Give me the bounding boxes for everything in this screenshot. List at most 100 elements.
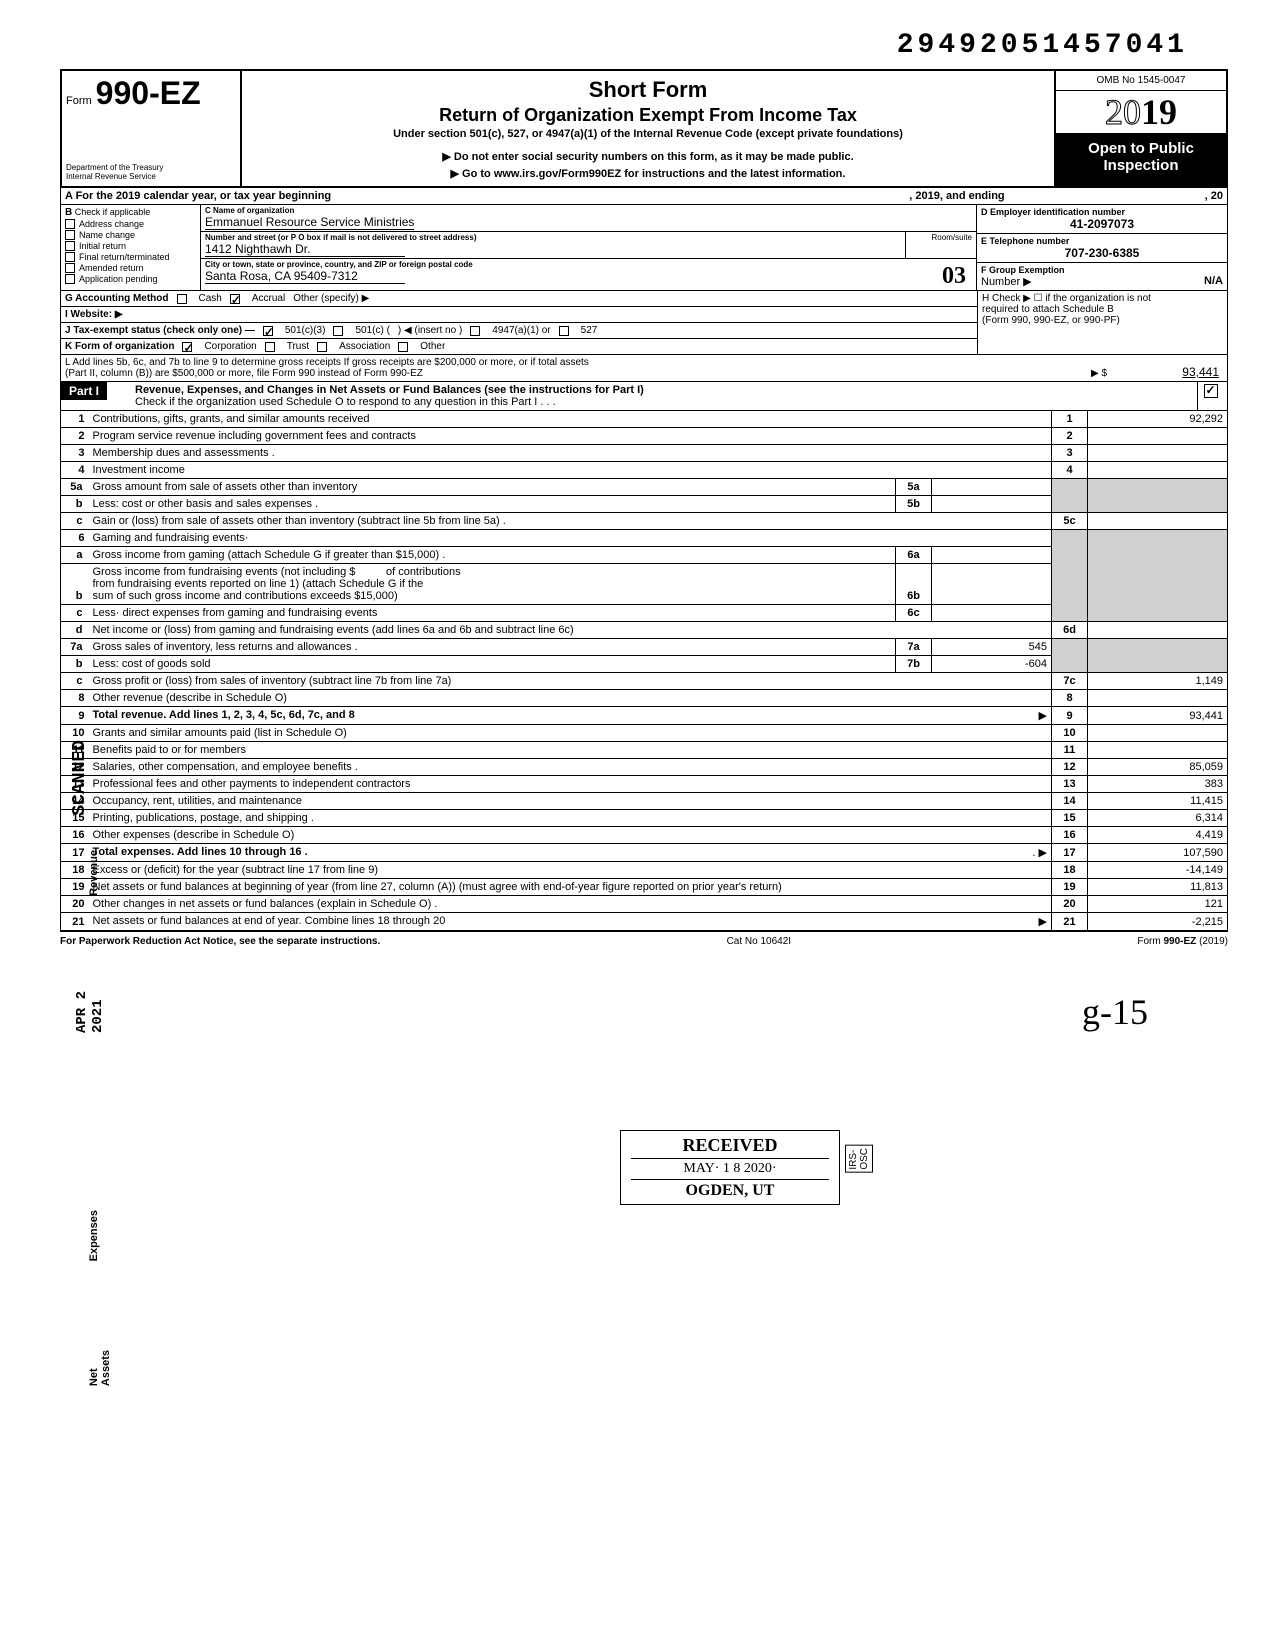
line9-desc: Total revenue. Add lines 1, 2, 3, 4, 5c,…: [93, 709, 355, 721]
cb-4947[interactable]: [470, 326, 480, 336]
line5a-desc: Gross amount from sale of assets other t…: [93, 481, 358, 493]
line21-desc: Net assets or fund balances at end of ye…: [93, 915, 446, 927]
lbl-other-method: Other (specify) ▶: [293, 293, 369, 304]
table-row: 11Benefits paid to or for members11: [61, 742, 1228, 759]
line20-desc: Other changes in net assets or fund bala…: [93, 898, 438, 910]
line6d-desc: Net income or (loss) from gaming and fun…: [93, 624, 574, 636]
line14-desc: Occupancy, rent, utilities, and maintena…: [93, 795, 303, 807]
form-title: Short Form: [254, 77, 1042, 103]
line19-amt: 11,813: [1088, 879, 1228, 896]
dln: 29492051457041: [60, 30, 1228, 61]
cb-initial-return[interactable]: [65, 241, 75, 251]
h-line1: H Check ▶ ☐ if the organization is not: [982, 293, 1223, 304]
city-state-zip: Santa Rosa, CA 95409-7312: [205, 269, 405, 284]
line7b-desc: Less: cost of goods sold: [93, 658, 211, 670]
b-head: Check if applicable: [75, 207, 151, 217]
cb-trust[interactable]: [265, 342, 275, 352]
stamp-ogden: OGDEN, UT: [631, 1182, 829, 1200]
i-website: I Website: ▶: [65, 309, 123, 320]
table-row: 21Net assets or fund balances at end of …: [61, 913, 1228, 931]
cb-application-pending[interactable]: [65, 274, 75, 284]
row-l: L Add lines 5b, 6c, and 7b to line 9 to …: [60, 355, 1228, 382]
line10-desc: Grants and similar amounts paid (list in…: [93, 727, 347, 739]
line20-amt: 121: [1088, 896, 1228, 913]
line18-amt: -14,149: [1088, 862, 1228, 879]
line9-amt: 93,441: [1088, 707, 1228, 725]
line11-desc: Benefits paid to or for members: [93, 744, 246, 756]
dept-line2: Internal Revenue Service: [66, 173, 236, 182]
open-line1: Open to Public: [1058, 140, 1224, 157]
line12-desc: Salaries, other compensation, and employ…: [93, 761, 358, 773]
line17-desc: Total expenses. Add lines 10 through 16 …: [93, 846, 308, 858]
table-row: 12Salaries, other compensation, and empl…: [61, 759, 1228, 776]
cb-association[interactable]: [317, 342, 327, 352]
lbl-501c: 501(c) (: [355, 325, 389, 336]
lbl-corporation: Corporation: [204, 341, 256, 352]
lbl-address-change: Address change: [79, 219, 144, 229]
cb-accrual[interactable]: [230, 294, 240, 304]
line3-desc: Membership dues and assessments .: [93, 447, 275, 459]
line3-amt: [1088, 445, 1228, 462]
line21-amt: -2,215: [1088, 913, 1228, 931]
line6-desc: Gaming and fundraising events·: [93, 532, 249, 544]
part1-checkbox[interactable]: [1197, 382, 1227, 410]
received-stamp: RECEIVED MAY· 1 8 2020· OGDEN, UT: [620, 1130, 840, 1205]
cb-other-org[interactable]: [398, 342, 408, 352]
line13-desc: Professional fees and other payments to …: [93, 778, 411, 790]
line2-amt: [1088, 428, 1228, 445]
stamp-received-text: RECEIVED: [631, 1135, 829, 1156]
line4-desc: Investment income: [93, 464, 185, 476]
line6b-d4: sum of such gross income and contributio…: [93, 590, 398, 602]
form-prefix: Form: [66, 95, 92, 107]
cb-501c[interactable]: [333, 326, 343, 336]
line17-amt: 107,590: [1088, 844, 1228, 862]
table-row: 13Professional fees and other payments t…: [61, 776, 1228, 793]
line16-amt: 4,419: [1088, 827, 1228, 844]
row-a: A For the 2019 calendar year, or tax yea…: [60, 188, 1228, 205]
c-label: C Name of organization: [205, 206, 972, 215]
line5b-desc: Less: cost or other basis and sales expe…: [93, 498, 319, 510]
line15-desc: Printing, publications, postage, and shi…: [93, 812, 314, 824]
lbl-other-org: Other: [420, 341, 445, 352]
header-info-grid: B Check if applicable Address change Nam…: [60, 205, 1228, 290]
footer-right: Form 990-EZ (2019): [1137, 936, 1228, 947]
cb-527[interactable]: [559, 326, 569, 336]
cb-amended-return[interactable]: [65, 263, 75, 273]
table-row: 20Other changes in net assets or fund ba…: [61, 896, 1228, 913]
group-exempt-value: N/A: [1204, 275, 1223, 287]
table-row: 5aGross amount from sale of assets other…: [61, 479, 1228, 496]
side-net-assets: Net Assets: [88, 1350, 112, 1386]
part1-title: Revenue, Expenses, and Changes in Net As…: [135, 384, 644, 396]
cb-name-change[interactable]: [65, 230, 75, 240]
cb-address-change[interactable]: [65, 219, 75, 229]
table-row: cGain or (loss) from sale of assets othe…: [61, 513, 1228, 530]
cb-final-return[interactable]: [65, 252, 75, 262]
rows-g-through-k: G Accounting Method Cash Accrual Other (…: [60, 290, 1228, 355]
stamp-irs-osc: IRS-OSC: [845, 1145, 873, 1173]
year-bold: 19: [1141, 92, 1177, 132]
lbl-amended-return: Amended return: [79, 263, 144, 273]
line9-arrow: ▶: [1039, 709, 1047, 722]
part1-lines-table: 1Contributions, gifts, grants, and simil…: [60, 411, 1228, 931]
cb-501c3[interactable]: [263, 326, 273, 336]
phone-value: 707-230-6385: [981, 246, 1223, 260]
omb-number: OMB No 1545-0047: [1056, 71, 1226, 91]
side-revenue: Revenue: [88, 850, 100, 896]
cb-cash[interactable]: [177, 294, 187, 304]
part1-header-row: Part I Revenue, Expenses, and Changes in…: [60, 382, 1228, 411]
cb-corporation[interactable]: [182, 342, 192, 352]
table-row: 7aGross sales of inventory, less returns…: [61, 639, 1228, 656]
h-line3: (Form 990, 990-EZ, or 990-PF): [982, 315, 1223, 326]
lbl-association: Association: [339, 341, 390, 352]
form-note2: ▶ Go to www.irs.gov/Form990EZ for instru…: [254, 167, 1042, 180]
group-exempt-label2: Number ▶: [981, 276, 1032, 288]
table-row: 15Printing, publications, postage, and s…: [61, 810, 1228, 827]
lbl-4947: 4947(a)(1) or: [492, 325, 550, 336]
b-letter: B: [65, 207, 72, 218]
h-line2: required to attach Schedule B: [982, 304, 1223, 315]
lbl-501c3: 501(c)(3): [285, 325, 326, 336]
side-expenses: Expenses: [88, 1210, 100, 1261]
room-label: Room/suite: [932, 233, 972, 242]
line6b-d2: of contributions: [386, 566, 461, 578]
line2-desc: Program service revenue including govern…: [93, 430, 416, 442]
